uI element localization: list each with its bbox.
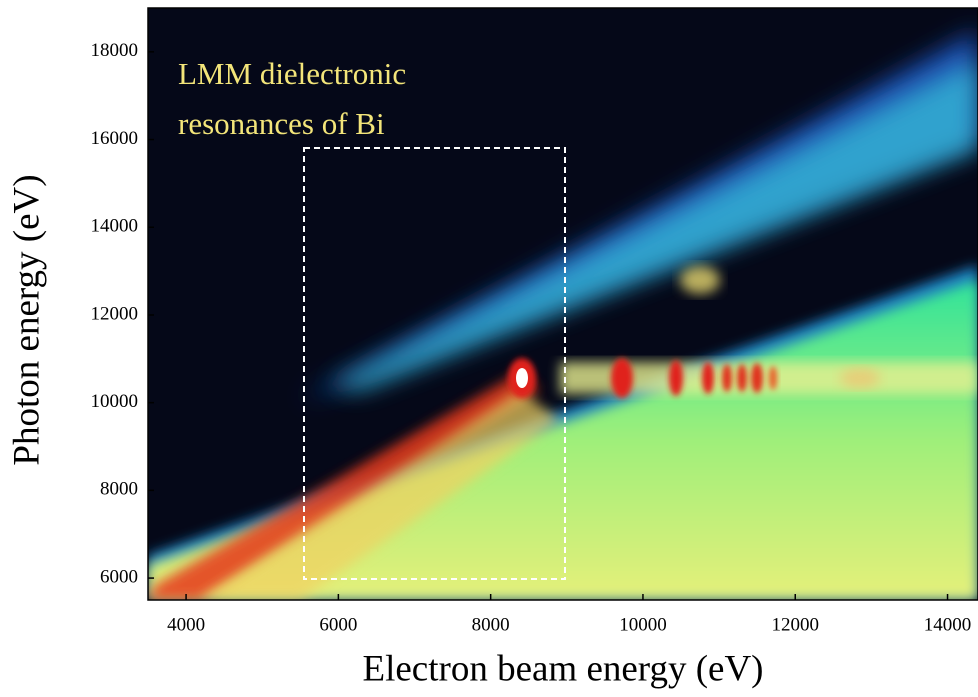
y-tick-label: 18000 [91,40,139,61]
x-axis-label: Electron beam energy (eV) [363,648,764,689]
y-tick-label: 10000 [91,391,139,412]
x-tick-label: 12000 [771,614,819,635]
highlight-box [303,147,566,580]
x-tick-label: 4000 [167,614,205,635]
annotation: LMM dielectronic [178,56,406,91]
y-axis-label: Photon energy (eV) [6,174,47,465]
x-tick-label: 8000 [472,614,510,635]
x-tick-label: 14000 [924,614,972,635]
y-tick-label: 8000 [100,479,138,500]
y-tick-label: 6000 [100,566,138,587]
y-tick-label: 14000 [91,216,139,237]
plot-frame [147,7,978,601]
annotation: resonances of Bi [178,106,385,141]
x-tick-label: 6000 [319,614,357,635]
heatmap-image [148,8,978,600]
y-tick-label: 16000 [91,128,139,149]
x-tick-label: 10000 [619,614,667,635]
y-tick-label: 12000 [91,303,139,324]
